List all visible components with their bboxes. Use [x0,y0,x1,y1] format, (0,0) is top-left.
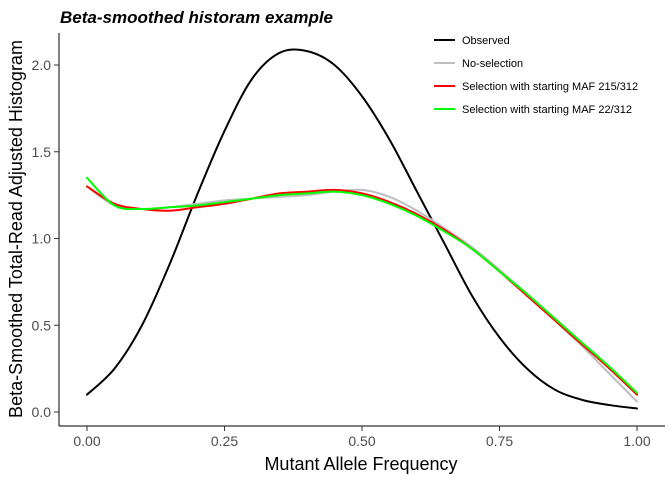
y-tick-label: 1.0 [32,231,52,247]
x-tick-label: 0.00 [73,433,100,449]
legend-item: No-selection [434,58,523,70]
plot-area: 0.0 0.5 1.0 1.5 2.0 0.00 0.25 0.50 0.75 1.00 [32,33,665,449]
x-axis-title: Mutant Allele Frequency [264,454,457,474]
x-tick-label: 0.50 [348,433,375,449]
series-layer [86,48,638,410]
x-tick-label: 0.75 [486,433,513,449]
y-tick-label: 2.0 [32,57,52,73]
chart-title: Beta-smoothed historam example [60,8,333,27]
series-line-selection-215-312 [86,185,638,396]
y-tick-label: 1.5 [32,144,52,160]
series-line-no-selection [86,185,638,403]
legend-item: Selection with starting MAF 215/312 [434,81,638,93]
y-tick-label: 0.0 [32,404,52,420]
y-tick-label: 0.5 [32,317,52,333]
x-axis-ticks: 0.00 0.25 0.50 0.75 1.00 [73,426,651,449]
legend-item: Observed [434,35,510,47]
legend-item: Selection with starting MAF 22/312 [434,104,632,116]
x-tick-label: 0.25 [211,433,238,449]
legend: Observed No-selection Selection with start… [434,35,638,116]
series-line-selection-22-312 [86,176,638,394]
y-axis-ticks: 0.0 0.5 1.0 1.5 2.0 [32,57,59,420]
y-axis-title: Beta-Smoothed Total-Read Adjusted Histog… [6,40,26,418]
series-line-observed [86,48,638,410]
legend-label: Selection with starting MAF 22/312 [462,104,632,116]
legend-label: Observed [462,35,510,47]
legend-label: Selection with starting MAF 215/312 [462,81,638,93]
legend-label: No-selection [462,58,523,70]
x-tick-label: 1.00 [623,433,650,449]
